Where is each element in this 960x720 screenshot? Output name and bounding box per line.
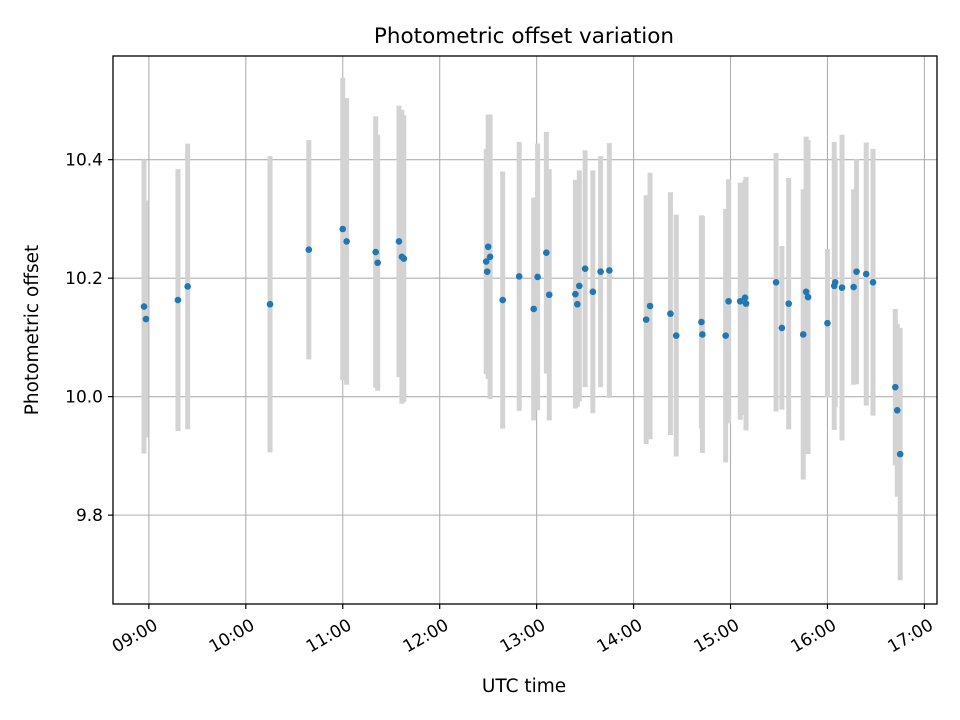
data-point — [484, 243, 492, 251]
data-point — [372, 248, 380, 256]
data-point — [785, 300, 792, 307]
data-points — [140, 225, 904, 458]
y-tick-label: 10.4 — [65, 151, 103, 171]
data-point — [515, 273, 523, 280]
data-point — [499, 296, 507, 304]
data-point — [606, 267, 613, 274]
data-point — [575, 282, 583, 290]
data-point — [862, 270, 870, 278]
data-point — [853, 268, 860, 275]
y-tick-label: 10.2 — [65, 269, 103, 289]
data-point — [667, 310, 674, 318]
data-point — [482, 258, 490, 265]
data-point — [266, 300, 274, 308]
data-point — [672, 332, 680, 339]
data-point — [778, 324, 786, 332]
y-tick-label: 10.0 — [65, 388, 103, 408]
data-point — [831, 279, 839, 286]
data-point — [142, 315, 150, 323]
data-point — [850, 283, 857, 291]
data-point — [530, 305, 538, 313]
data-point — [589, 288, 597, 296]
chart-title: Photometric offset variation — [374, 24, 674, 49]
data-point — [741, 294, 749, 302]
data-point — [869, 279, 877, 286]
data-point — [699, 331, 706, 338]
data-point — [572, 290, 579, 298]
data-point — [395, 238, 403, 245]
data-point — [772, 279, 780, 286]
data-point — [799, 331, 807, 338]
data-point — [543, 249, 550, 256]
data-point — [597, 268, 604, 275]
data-point — [545, 291, 553, 299]
data-point — [646, 302, 654, 310]
data-point — [838, 284, 846, 291]
data-point — [343, 238, 350, 245]
data-point — [896, 450, 904, 458]
data-point — [574, 300, 581, 308]
data-point — [581, 265, 589, 272]
data-point — [374, 259, 381, 267]
data-point — [725, 297, 732, 305]
data-point — [486, 253, 494, 261]
data-point — [722, 332, 729, 339]
data-point — [339, 225, 347, 233]
data-point — [184, 283, 191, 290]
data-point — [698, 318, 705, 326]
y-tick-label: 9.8 — [76, 506, 103, 526]
data-point — [174, 296, 182, 304]
data-point — [893, 406, 901, 414]
data-point — [802, 288, 810, 296]
data-point — [534, 273, 541, 281]
plot-area-frame — [112, 55, 938, 605]
data-point — [483, 268, 491, 275]
data-point — [804, 293, 812, 301]
data-point — [400, 255, 408, 262]
data-point — [824, 319, 831, 327]
data-point — [892, 383, 899, 391]
y-axis-label: Photometric offset — [22, 245, 43, 416]
data-point — [742, 300, 750, 307]
data-point — [140, 303, 148, 310]
x-axis-label: UTC time — [482, 676, 566, 697]
data-point — [305, 246, 313, 254]
data-point — [642, 316, 650, 323]
y-axis-ticks: 9.8 10.0 10.2 10.4 — [65, 151, 113, 526]
data-point — [736, 297, 744, 305]
